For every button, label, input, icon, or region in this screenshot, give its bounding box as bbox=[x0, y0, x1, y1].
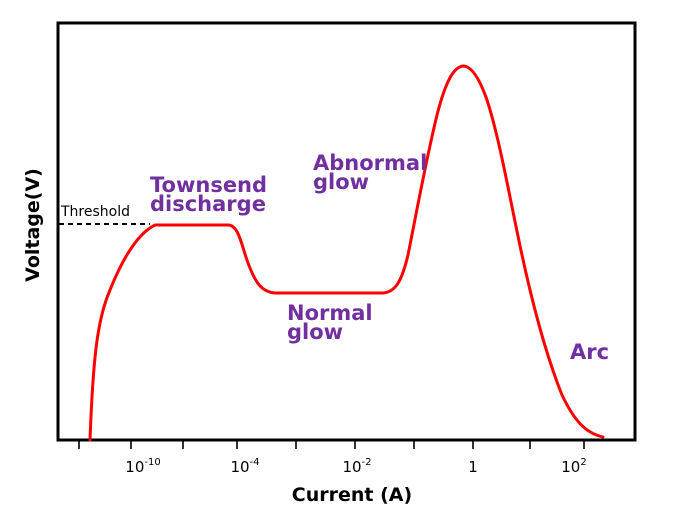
region-label-townsend: Townsend discharge bbox=[150, 173, 274, 216]
region-label-abnormal-glow: Abnormal glow bbox=[313, 151, 435, 194]
x-tick-label: 10-4 bbox=[230, 457, 259, 476]
x-tick-label: 10-2 bbox=[342, 457, 371, 476]
vi-curve-line bbox=[88, 64, 605, 442]
x-tick-label: 102 bbox=[561, 457, 586, 476]
region-label-arc: Arc bbox=[570, 340, 609, 364]
plot-frame bbox=[56, 21, 637, 442]
x-tick-marks bbox=[78, 440, 585, 449]
x-tick-label: 1 bbox=[468, 458, 478, 476]
region-label-normal-glow: Normal glow bbox=[287, 301, 380, 344]
y-axis-title: Voltage(V) bbox=[22, 168, 44, 282]
x-axis-title: Current (A) bbox=[292, 484, 412, 506]
x-tick-label: 10-10 bbox=[125, 457, 160, 476]
threshold-label: Threshold bbox=[60, 204, 130, 220]
